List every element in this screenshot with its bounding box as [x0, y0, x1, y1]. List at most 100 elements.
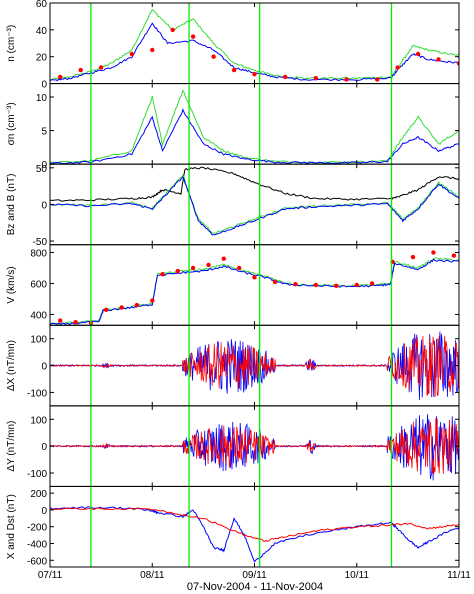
panel-V-plot-area [50, 250, 459, 326]
series-V-red-point [73, 320, 78, 325]
x-tick-label: 10/11 [345, 570, 370, 581]
series-n-red-point [231, 67, 237, 73]
y-tick-label: -400 [27, 540, 47, 551]
panel-dX: -100 0 100 ΔX (nT/mn) [6, 324, 460, 407]
series-n-red-point [98, 65, 104, 70]
series-V-red-point [134, 302, 140, 308]
y-axis-label-dX: ΔX (nT/mn) [6, 340, 17, 391]
y-tick-label: 0 [41, 80, 47, 91]
panel-n: 0 20 40 60 n (cm⁻³) [6, 0, 460, 91]
series-V-red-point [119, 305, 124, 310]
panel-sigma-frame [49, 83, 460, 165]
y-tick-label: -100 [27, 469, 47, 480]
series-n-red-point [170, 27, 175, 33]
series-V-red-point [272, 279, 278, 285]
y-tick-label: 5 [41, 127, 47, 138]
x-axis-label: 07-Nov-2004 - 11-Nov-2004 [187, 581, 323, 593]
y-tick-label: 0 [41, 160, 47, 171]
y-axis-label-XDst: X and Dst (nT) [6, 494, 17, 559]
series-n-red-point [150, 47, 155, 53]
y-tick-label: 0 [41, 442, 47, 453]
series-V-blue-line [50, 258, 459, 326]
y-tick-label: 800 [30, 248, 47, 259]
y-tick-label: 0 [41, 506, 47, 517]
y-tick-label: 100 [30, 415, 47, 426]
series-n-blue-line [50, 22, 459, 82]
panel-dY: -100 0 100 ΔY (nT/mn) [6, 405, 460, 487]
series-n-red-point [313, 76, 319, 81]
x-tick-labels: 07/11 08/11 09/11 10/11 11/11 [38, 570, 471, 581]
series-sigma-green-line [50, 89, 459, 164]
series-n-red-point [436, 57, 441, 62]
series-V-red-point [104, 307, 109, 312]
series-n-red-point [375, 77, 380, 82]
series-n-red-point [344, 77, 349, 82]
series-V-red-point [175, 268, 180, 274]
y-tick-label: 10 [36, 93, 48, 104]
series-n-red-point [456, 61, 459, 66]
y-axis-label-sigma: σn (cm⁻³) [6, 102, 17, 145]
series-XDst-blue-line [50, 506, 459, 563]
series-V-red-point [410, 254, 416, 260]
panel-V-frame [49, 244, 460, 326]
y-tick-label: 50 [36, 164, 48, 175]
y-tick-label: 0 [41, 362, 47, 373]
y-tick-label: -600 [27, 556, 47, 567]
panel-sigma: 0 5 10 σn (cm⁻³) [6, 83, 460, 171]
x-tick-label: 08/11 [140, 570, 165, 581]
y-tick-label: 0 [41, 200, 47, 211]
series-n-red-point [252, 72, 257, 77]
x-tick-label: 09/11 [242, 570, 267, 581]
series-n-red-point [415, 51, 421, 57]
series-dX-red-trace [50, 335, 459, 397]
panel-XDst-plot-area [50, 506, 459, 563]
panel-dX-plot-area [50, 331, 459, 401]
y-tick-label: 40 [36, 26, 48, 37]
series-V-red-point [160, 272, 165, 277]
series-V-red-point [354, 282, 359, 288]
series-V-red-point [451, 253, 457, 258]
x-tick-label: 07/11 [38, 570, 63, 581]
series-n-red-point [211, 54, 216, 59]
y-axis-label-n: n (cm⁻³) [6, 25, 17, 62]
series-n-red-point [129, 51, 134, 57]
panel-dY-plot-area [50, 414, 459, 481]
panel-n-frame [49, 2, 460, 85]
y-axis-label-B: Bz and B (nT) [6, 174, 17, 236]
panel-XDst: -600 -400 -200 0 200 X and Dst (nT) [6, 485, 460, 568]
series-n-red-point [283, 74, 288, 80]
series-V-red-point [334, 283, 339, 288]
series-dX-blue-trace [50, 331, 459, 401]
panel-XDst-frame [49, 485, 460, 568]
y-tick-label: -200 [27, 523, 47, 534]
y-tick-label: 200 [30, 489, 47, 500]
series-n-red-point [190, 34, 196, 39]
series-B-black-line [50, 166, 459, 202]
series-XDst-red-line [50, 507, 459, 542]
x-tick-label: 11/11 [447, 570, 471, 581]
panel-n-plot-area [50, 8, 459, 82]
panel-sigma-plot-area [50, 89, 459, 165]
y-tick-label: -50 [33, 237, 48, 248]
series-dY-red-trace [50, 418, 459, 475]
series-B-blue-line [50, 176, 459, 236]
panel-B-plot-area [50, 166, 459, 236]
panel-V: 400 600 800 V (km/s) [6, 244, 460, 326]
y-tick-label: 100 [30, 335, 47, 346]
series-n-red-point [58, 74, 63, 80]
y-tick-label: 20 [36, 53, 48, 64]
series-V-red-point [252, 275, 257, 280]
series-sigma-blue-line [50, 108, 459, 165]
series-V-red-point [206, 262, 211, 268]
y-tick-label: 600 [30, 279, 47, 290]
y-axis-label-V: V (km/s) [6, 266, 17, 303]
series-V-red-point [237, 265, 242, 271]
series-V-red-point [150, 298, 155, 303]
series-V-red-point [293, 282, 298, 287]
series-V-red-point [313, 282, 319, 288]
series-V-red-point [221, 256, 226, 261]
series-n-red-point [395, 65, 400, 70]
y-tick-label: -100 [27, 388, 47, 399]
